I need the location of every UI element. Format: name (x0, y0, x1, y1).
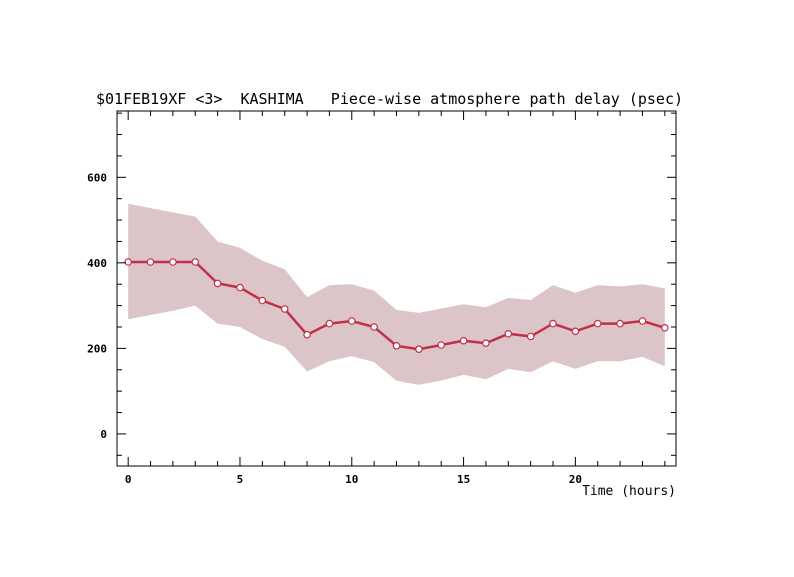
x-tick-label: 5 (237, 473, 244, 486)
data-point (482, 339, 490, 348)
data-point (437, 341, 446, 349)
data-point (191, 258, 200, 266)
data-point (616, 319, 624, 328)
x-tick-label: 0 (125, 473, 132, 486)
data-point (370, 323, 378, 331)
data-point (146, 258, 155, 266)
data-point (504, 329, 513, 338)
data-point (638, 317, 647, 325)
data-point (169, 258, 177, 266)
data-point (660, 323, 669, 332)
data-point (280, 305, 289, 313)
data-point (303, 330, 311, 339)
axis-ticks (117, 111, 676, 466)
y-tick-label: 400 (87, 257, 107, 270)
data-point (213, 279, 222, 288)
data-point (347, 317, 356, 325)
data-point (258, 296, 267, 305)
uncertainty-band-layer (128, 203, 665, 385)
y-tick-label: 200 (87, 342, 107, 355)
data-point (124, 258, 133, 266)
data-point (593, 319, 602, 328)
x-tick-label: 10 (345, 473, 358, 486)
data-point (526, 332, 535, 341)
y-tick-label: 600 (87, 171, 107, 184)
data-point (549, 319, 557, 328)
data-point (236, 283, 244, 292)
x-tick-label: 20 (569, 473, 582, 486)
x-axis-label: Time (hours) (582, 484, 676, 499)
x-tick-label: 15 (457, 473, 470, 486)
chart-title: $01FEB19XF <3> KASHIMA Piece-wise atmosp… (96, 90, 683, 108)
data-point (571, 327, 580, 336)
data-point-layer (124, 258, 669, 354)
uncertainty-band (128, 203, 665, 385)
y-tick-label: 0 (100, 428, 107, 441)
data-point (325, 319, 334, 328)
data-point (415, 345, 423, 354)
data-point (392, 341, 401, 350)
data-point (459, 336, 468, 345)
